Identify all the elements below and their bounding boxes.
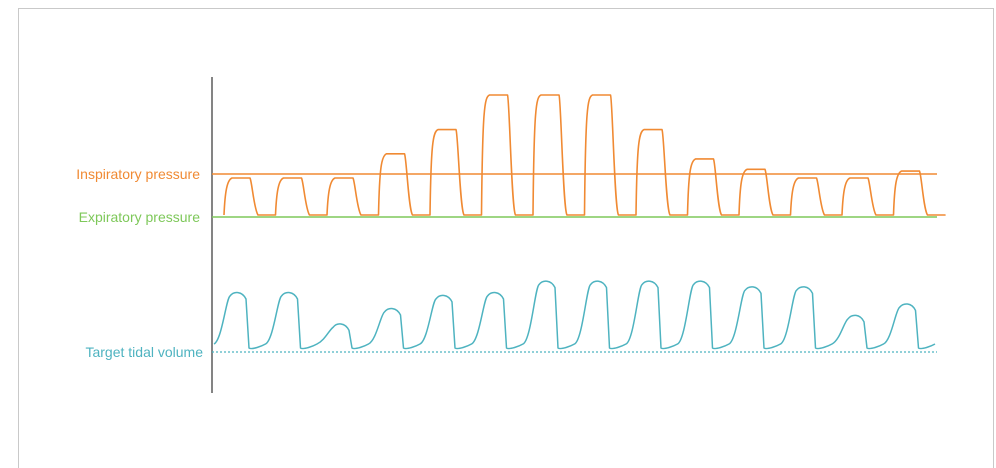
ventilation-waveform-diagram: Inspiratory pressure Expiratory pressure… xyxy=(76,77,946,393)
expiratory-pressure-label: Expiratory pressure xyxy=(79,209,201,225)
target-tidal-volume-label: Target tidal volume xyxy=(85,344,203,360)
pressure-waveform xyxy=(223,94,946,216)
diagram-frame xyxy=(18,8,994,468)
volume-waveform xyxy=(213,280,936,350)
inspiratory-pressure-label: Inspiratory pressure xyxy=(76,166,200,182)
